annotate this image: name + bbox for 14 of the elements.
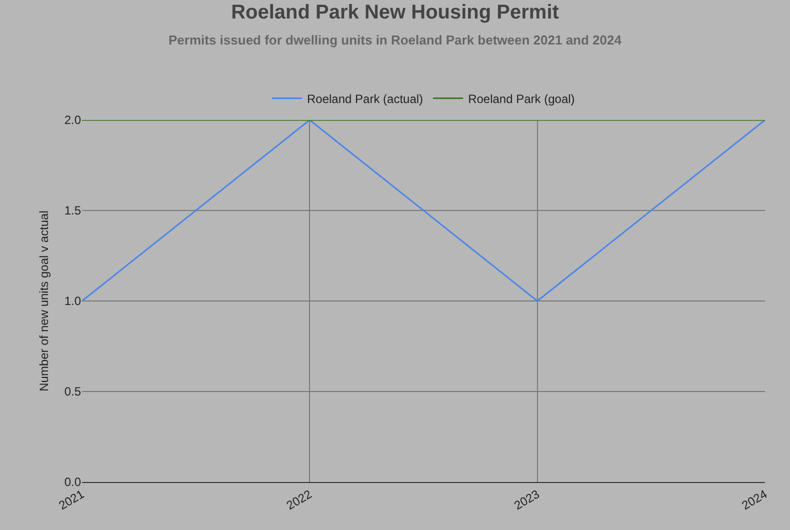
y-tick-label: 0.5 [64,384,82,399]
y-tick-label: 1.0 [64,294,82,308]
x-tick-label: 2022 [284,486,314,513]
chart-subtitle: Permits issued for dwelling units in Roeland Park between 2021 and 2024 [168,32,622,48]
x-tick-label: 2021 [56,486,87,513]
y-tick-label: 0.0 [64,475,82,490]
x-tick-label: 2024 [739,486,770,513]
legend-label: Roeland Park (goal) [468,92,575,106]
legend-label: Roeland Park (actual) [307,92,424,106]
x-tick-label: 2023 [512,486,542,513]
y-tick-label: 2.0 [64,113,82,128]
y-axis-title: Number of new units goal v actual [37,210,51,392]
y-tick-label: 1.5 [64,204,82,218]
chart-title: Roeland Park New Housing Permit [231,2,560,24]
